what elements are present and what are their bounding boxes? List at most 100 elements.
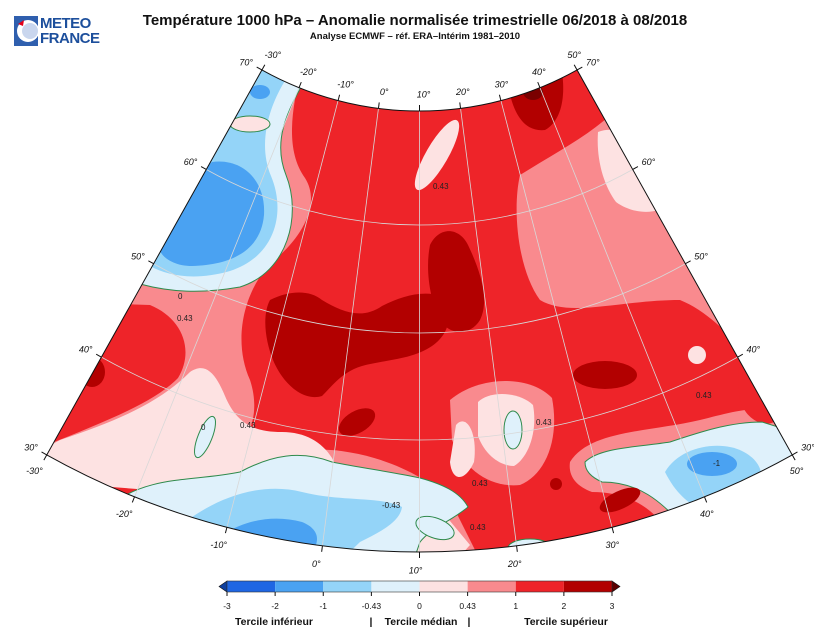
colorbar-tick-label: -3 bbox=[223, 601, 231, 611]
colorbar-tick-label: -2 bbox=[271, 601, 279, 611]
tick-mark bbox=[576, 66, 583, 71]
tercile-upper-label: Tercile supérieur bbox=[524, 616, 608, 628]
region-western-europe-hot bbox=[265, 292, 449, 398]
tick-mark bbox=[737, 353, 744, 358]
colorbar: -3 -2 -1 -0.43 0 0.43 1 2 3 bbox=[218, 580, 621, 611]
region-north-russia-extreme bbox=[523, 84, 543, 100]
meridian-line bbox=[539, 87, 705, 498]
tick-mark bbox=[459, 102, 462, 109]
lat-label-right: 60° bbox=[642, 157, 656, 167]
region-libya-cold bbox=[415, 515, 455, 541]
contour-labels: 0 0.43 0 0.43 0.43 0.43 -0.43 0.43 0.43 … bbox=[177, 182, 721, 532]
tercile-median-label: Tercile médian bbox=[385, 616, 458, 628]
lon-label-top: 30° bbox=[495, 79, 509, 89]
tick-mark bbox=[703, 496, 708, 503]
colorbar-under-arrow bbox=[218, 580, 228, 593]
colorbar-segment bbox=[467, 581, 516, 592]
region-norway-neutral bbox=[414, 119, 460, 191]
colorbar-tick-label: -1 bbox=[319, 601, 327, 611]
meridian-line bbox=[460, 108, 517, 546]
region-middle-east-cold-center bbox=[687, 452, 737, 476]
contour-label: 0.43 bbox=[177, 314, 193, 323]
map-title: Température 1000 hPa – Anomalie normalis… bbox=[142, 12, 688, 29]
parallel-line bbox=[101, 356, 738, 441]
region-central-europe-hot bbox=[428, 231, 485, 332]
lon-label-top: 10° bbox=[417, 89, 431, 99]
contour-label: 0 bbox=[178, 292, 183, 301]
logo-emblem-icon bbox=[14, 16, 38, 46]
lon-label-bottom: 50° bbox=[790, 466, 804, 476]
tick-mark bbox=[148, 260, 154, 265]
tick-mark bbox=[321, 545, 323, 552]
tick-mark bbox=[791, 451, 798, 456]
colorbar-tick-label: 0 bbox=[417, 601, 422, 611]
colorbar-tick-label: 0.43 bbox=[459, 601, 476, 611]
lat-label-left: 70° bbox=[239, 57, 253, 67]
lat-label-right: 30° bbox=[801, 442, 814, 452]
region-azores-hot bbox=[79, 357, 105, 387]
tick-mark bbox=[41, 451, 48, 456]
contour-label: 0.43 bbox=[433, 182, 449, 191]
tick-mark bbox=[298, 81, 302, 88]
colorbar-tick-label: 2 bbox=[562, 601, 567, 611]
tick-mark bbox=[377, 102, 380, 109]
region-greece-cold bbox=[503, 410, 523, 450]
lat-label-left: 40° bbox=[79, 345, 93, 355]
map-subtitle: Analyse ECMWF – réf. ERA–Intérim 1981–20… bbox=[309, 31, 521, 42]
tick-mark bbox=[516, 545, 518, 552]
meteo-france-logo: METEO FRANCE bbox=[14, 14, 114, 48]
meridian-line bbox=[500, 100, 613, 528]
tick-mark bbox=[43, 454, 48, 461]
region-black-sea-hot bbox=[573, 361, 637, 389]
lat-label-right: 70° bbox=[586, 57, 600, 67]
meridian-line bbox=[134, 87, 300, 498]
region-libya-hot-spot bbox=[550, 478, 562, 490]
region-denmark-strait-neutral bbox=[229, 115, 271, 133]
tick-mark bbox=[200, 166, 207, 170]
logo-line1: METEO bbox=[40, 15, 91, 32]
colorbar-segment bbox=[323, 581, 372, 592]
colorbar-segment bbox=[563, 581, 612, 592]
logo-line2: FRANCE bbox=[40, 30, 100, 47]
lon-label-bottom: -20° bbox=[116, 509, 133, 519]
colorbar-tick-label: 1 bbox=[513, 601, 518, 611]
tick-mark bbox=[224, 527, 228, 534]
tick-mark bbox=[131, 496, 136, 503]
lat-label-left: 60° bbox=[184, 157, 198, 167]
tercile-labels: Tercile inférieur | Tercile médian | Ter… bbox=[235, 616, 608, 628]
lat-label-left: 30° bbox=[24, 442, 38, 452]
tercile-separator: | bbox=[370, 616, 373, 628]
region-atlantic-cold-spot bbox=[194, 415, 216, 459]
tick-mark bbox=[337, 94, 341, 101]
region-greenland-cold bbox=[250, 85, 270, 99]
tick-mark bbox=[261, 64, 266, 71]
lon-label-top: 40° bbox=[532, 67, 546, 77]
lon-label-top: -30° bbox=[264, 50, 281, 60]
colorbar-segment bbox=[515, 581, 564, 592]
tercile-separator: | bbox=[468, 616, 471, 628]
lat-label-right: 50° bbox=[694, 251, 708, 261]
colorbar-segment bbox=[227, 581, 276, 592]
lon-label-bottom: -10° bbox=[210, 540, 227, 550]
lon-label-top: 50° bbox=[567, 50, 581, 60]
colorbar-segment bbox=[371, 581, 420, 592]
contour-label: -0.43 bbox=[382, 501, 401, 510]
lon-label-top: 0° bbox=[380, 87, 389, 97]
tick-mark bbox=[791, 454, 796, 461]
tick-mark bbox=[611, 527, 615, 534]
colorbar-tick-label: -0.43 bbox=[362, 601, 382, 611]
lon-label-bottom: 10° bbox=[409, 565, 423, 575]
lat-label-left: 50° bbox=[131, 251, 145, 261]
lon-label-bottom: 30° bbox=[606, 540, 620, 550]
tick-mark bbox=[632, 166, 639, 170]
tick-mark bbox=[256, 66, 263, 71]
contour-label: 0.43 bbox=[470, 523, 486, 532]
tick-mark bbox=[685, 260, 691, 265]
region-egypt-hot bbox=[599, 487, 641, 513]
parallel-line bbox=[206, 169, 633, 226]
tick-mark bbox=[537, 81, 541, 88]
colorbar-tick-label: 3 bbox=[610, 601, 615, 611]
region-mediterranean-hot bbox=[338, 408, 376, 436]
contour-label: 0.43 bbox=[472, 479, 488, 488]
